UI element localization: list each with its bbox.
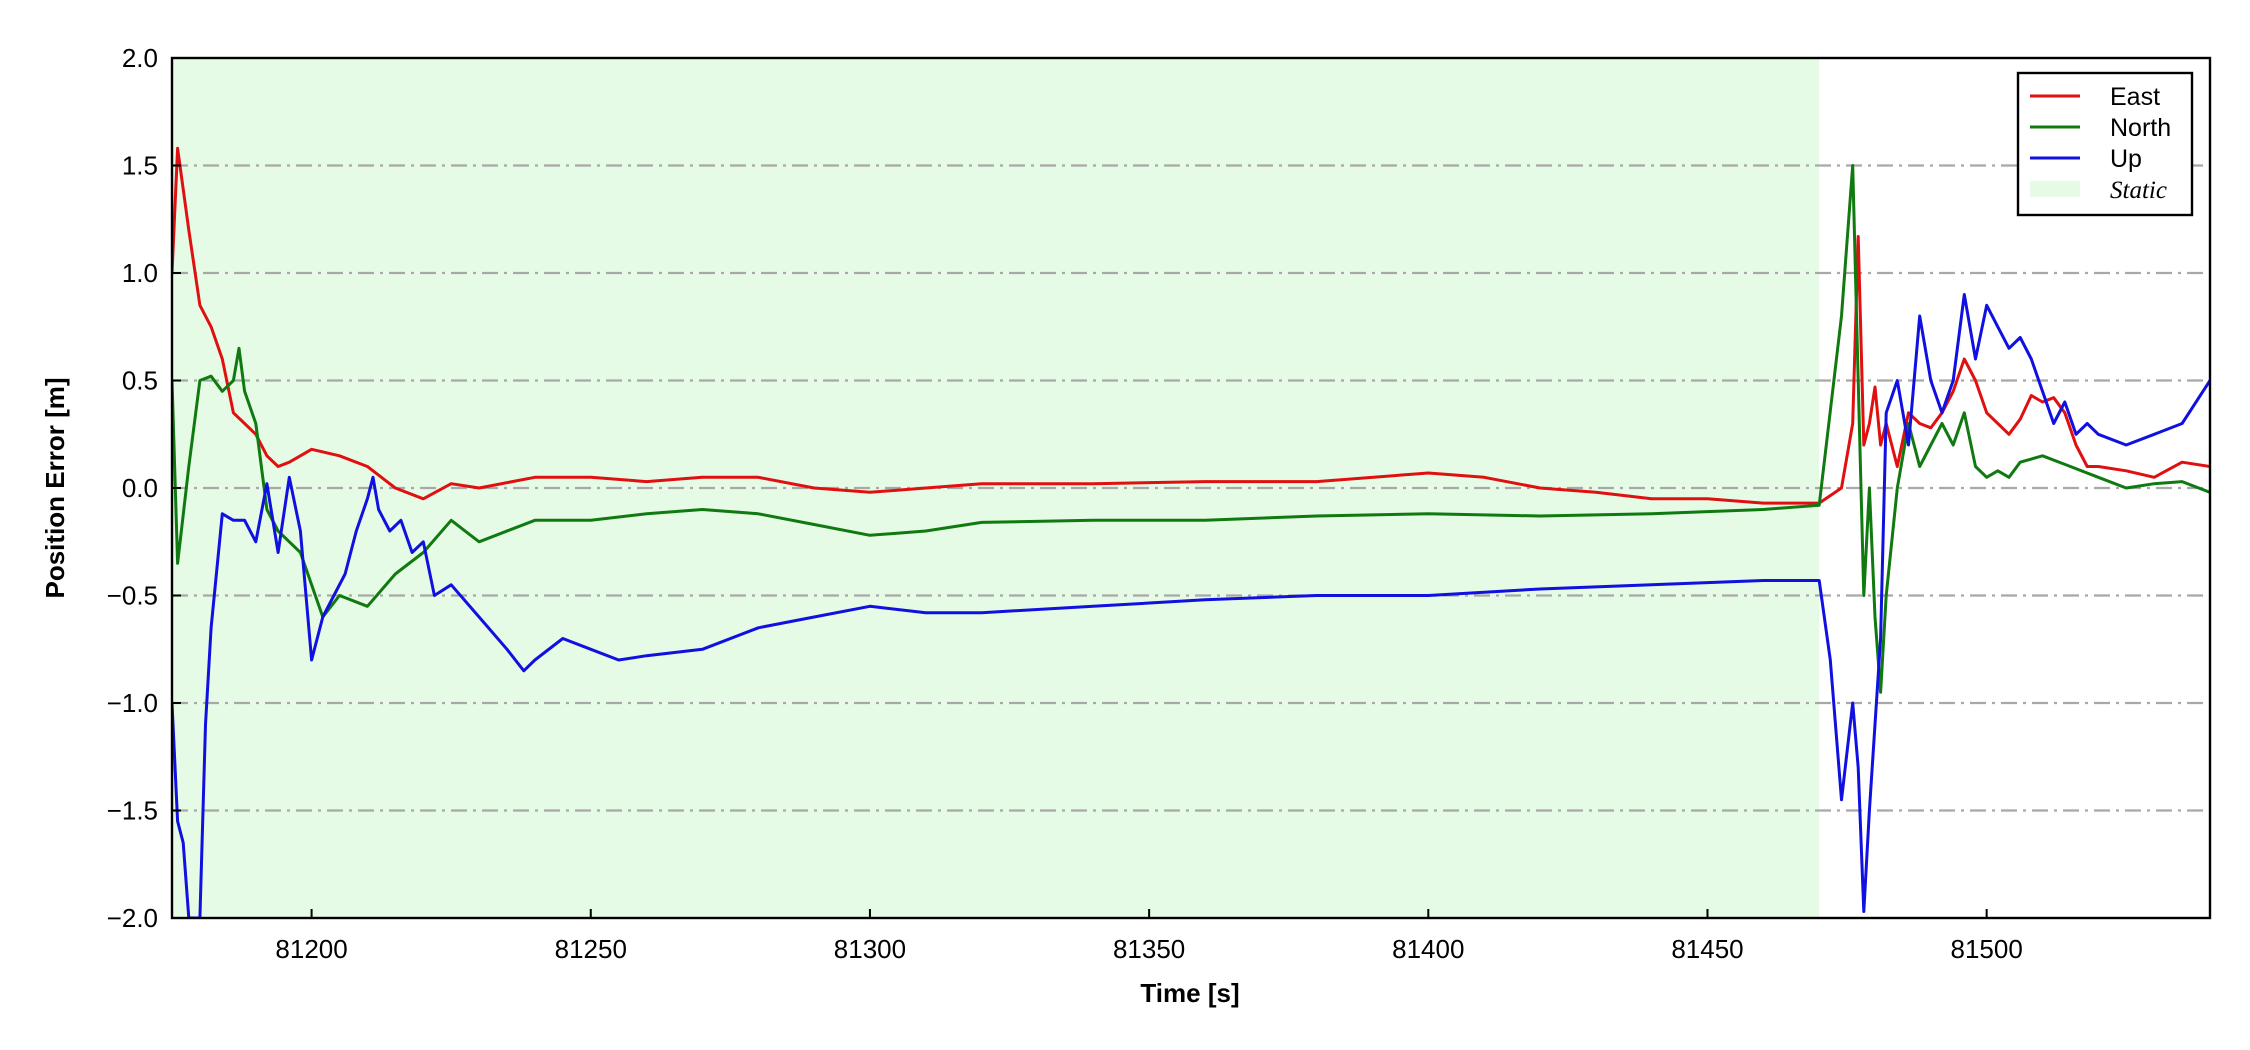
y-tick-label: −1.0: [107, 688, 158, 718]
x-tick-label: 81500: [1951, 934, 2023, 964]
y-tick-label: 0.5: [122, 366, 158, 396]
y-axis: −2.0 −1.5 −1.0 −0.5 0.0 0.5 1.0 1.5 2.0: [107, 43, 181, 933]
series-line-east: [172, 146, 2210, 505]
x-axis-label: Time [s]: [1140, 978, 1239, 1008]
legend-label-east: East: [2110, 83, 2160, 111]
y-tick-label: −2.0: [107, 903, 158, 933]
x-tick-label: 81450: [1671, 934, 1743, 964]
legend: East North Up Static: [2016, 71, 2194, 217]
y-tick-label: 1.5: [122, 151, 158, 181]
x-tick-label: 81350: [1113, 934, 1185, 964]
series-line-north: [172, 164, 2210, 694]
legend-label-static: Static: [2110, 177, 2167, 204]
plot-area: [170, 56, 2212, 920]
y-tick-label: −0.5: [107, 581, 158, 611]
legend-label-north: North: [2110, 114, 2171, 142]
legend-swatch-static: [2030, 181, 2080, 197]
y-axis-label: Position Error [m]: [40, 377, 70, 598]
x-tick-label: 81300: [834, 934, 906, 964]
x-tick-label: 81200: [275, 934, 347, 964]
x-tick-label: 81400: [1392, 934, 1464, 964]
y-tick-label: 0.0: [122, 473, 158, 503]
y-tick-label: −1.5: [107, 796, 158, 826]
series-line-up: [172, 293, 2210, 918]
y-tick-label: 1.0: [122, 258, 158, 288]
x-axis: 81200 81250 81300 81350 81400 81450 81500: [275, 909, 2023, 964]
legend-label-up: Up: [2110, 145, 2142, 173]
y-tick-label: 2.0: [122, 43, 158, 73]
x-tick-label: 81250: [555, 934, 627, 964]
series-group: [172, 146, 2210, 918]
